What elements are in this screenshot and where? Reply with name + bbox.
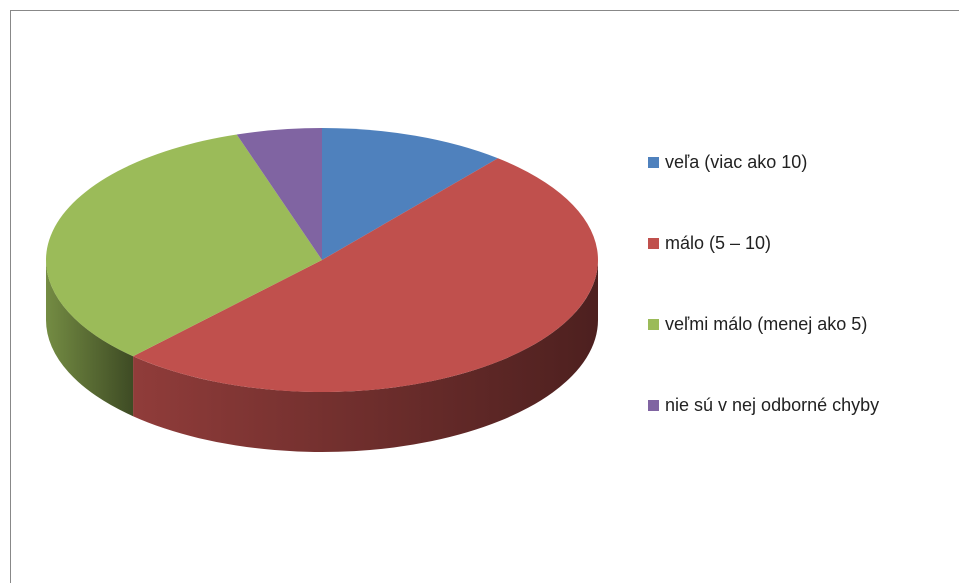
legend-swatch bbox=[648, 400, 659, 411]
pie-slice bbox=[45, 134, 322, 357]
slice-side bbox=[46, 260, 134, 417]
legend-label: nie sú v nej odborné chyby bbox=[665, 395, 879, 415]
legend-swatch bbox=[648, 238, 659, 249]
pie-slice bbox=[133, 158, 599, 393]
pie-slice bbox=[236, 128, 322, 260]
legend-label: veľa (viac ako 10) bbox=[665, 152, 807, 172]
slice-side bbox=[133, 260, 598, 452]
legend-swatch bbox=[648, 319, 659, 330]
legend-swatch bbox=[648, 157, 659, 168]
legend-label: veľmi málo (menej ako 5) bbox=[665, 314, 867, 334]
legend-label: málo (5 – 10) bbox=[665, 233, 771, 253]
pie-slice bbox=[322, 128, 498, 260]
